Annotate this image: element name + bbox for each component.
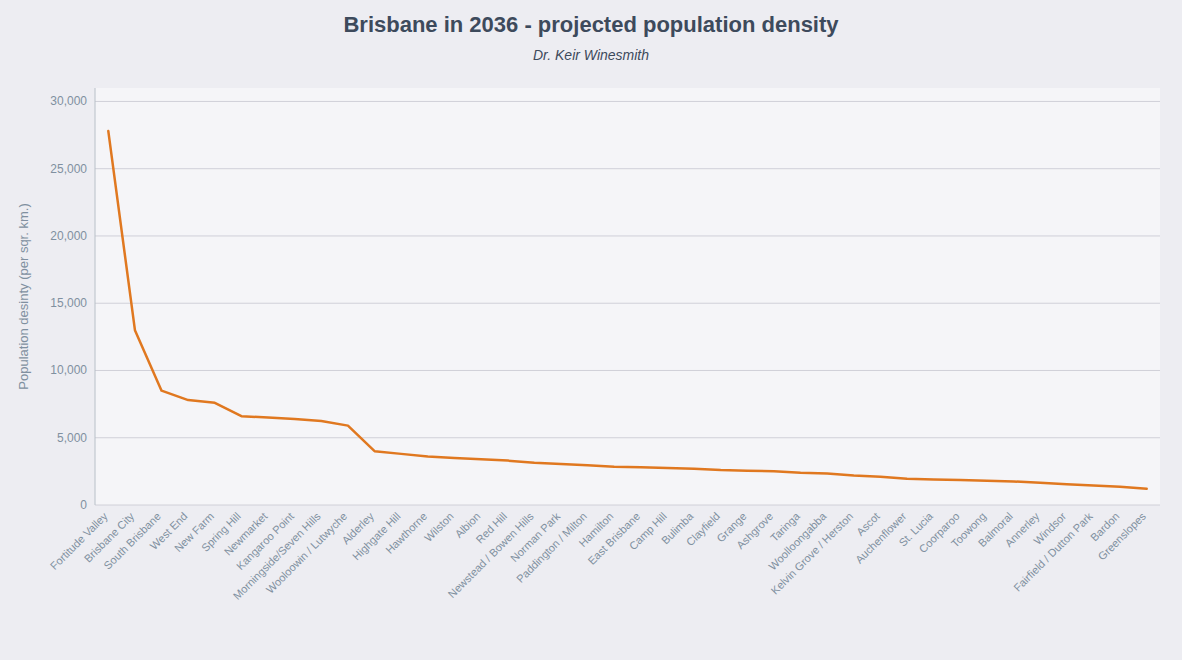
y-grid: [95, 101, 1160, 505]
series: [108, 131, 1146, 489]
grid-line: [95, 303, 1160, 304]
grid-line: [95, 505, 1160, 506]
x-tick-label: Camp Hill: [627, 510, 669, 552]
grid-line: [95, 370, 1160, 371]
y-axis-label: Population desinty (per sqr. km.): [16, 203, 31, 389]
y-tick-label: 10,000: [50, 363, 87, 377]
x-tick-label: Ashgrove: [734, 510, 775, 551]
subtitle: Dr. Keir Winesmith: [533, 47, 649, 63]
x-tick-label: Clayfield: [684, 510, 722, 548]
y-tick-label: 15,000: [50, 296, 87, 310]
x-tick-label: Greenslopes: [1096, 510, 1149, 563]
x-tick-label: Hawthorne: [383, 510, 429, 556]
y-axis-line: [95, 88, 96, 505]
chart: Brisbane in 2036 - projected population …: [0, 0, 1182, 660]
grid-line: [95, 101, 1160, 102]
y-tick-label: 20,000: [50, 229, 87, 243]
x-tick-label: Wooloowin / Lutwyche: [264, 510, 350, 596]
x-tick-label: Kelvin Grove / Herston: [768, 510, 855, 597]
x-tick-label: Paddington / Milton: [514, 510, 589, 585]
grid-line: [95, 437, 1160, 438]
title: Brisbane in 2036 - projected population …: [343, 12, 839, 37]
line: [108, 131, 1146, 489]
x-tick-label: Wilston: [422, 510, 456, 544]
y-tick-label: 30,000: [50, 94, 87, 108]
grid-line: [95, 235, 1160, 236]
grid-line: [95, 168, 1160, 169]
x-tick-label: Fairfield / Dutton Park: [1011, 510, 1095, 594]
y-tick-label: 25,000: [50, 162, 87, 176]
background: [0, 0, 1182, 660]
plot-background: [95, 88, 1160, 505]
y-tick-label: 5,000: [57, 431, 87, 445]
y-tick-label: 0: [80, 498, 87, 512]
